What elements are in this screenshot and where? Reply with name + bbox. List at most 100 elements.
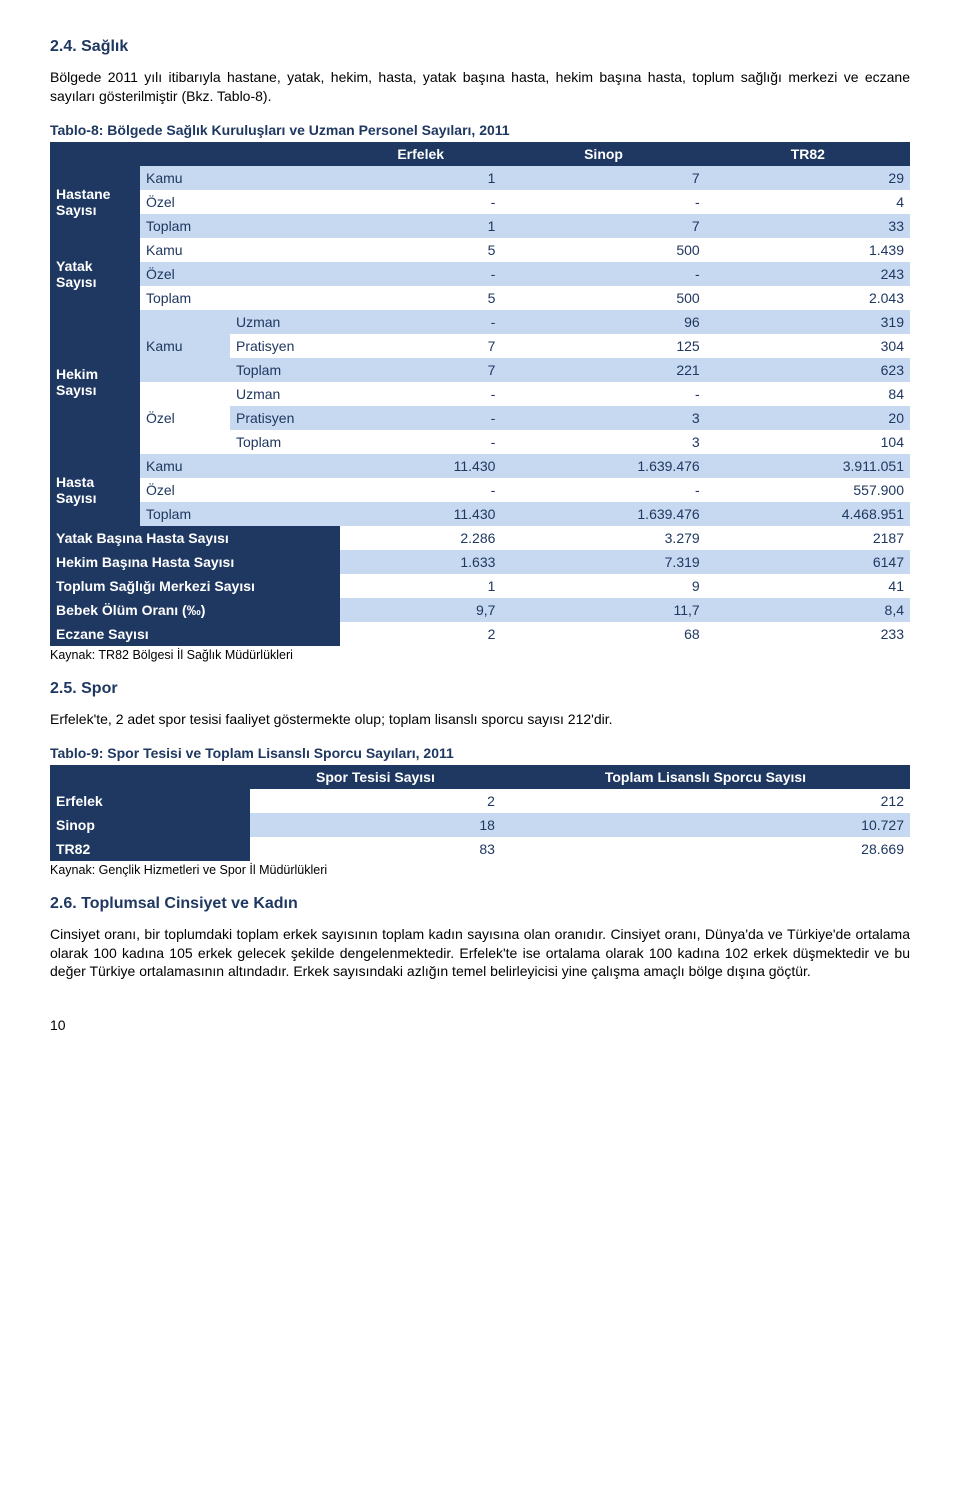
sub-label: Uzman [230,310,340,334]
cell: 319 [706,310,910,334]
cell: 2.043 [706,286,910,310]
row-label: Hekim Başına Hasta Sayısı [50,550,340,574]
sub-label: Toplam [140,502,340,526]
sec26-para: Cinsiyet oranı, bir toplumdaki toplam er… [50,925,910,982]
table-row: Hasta Sayısı Kamu 11.430 1.639.476 3.911… [50,454,910,478]
sec26-title: 2.6. Toplumsal Cinsiyet ve Kadın [50,895,910,913]
sub-label: Özel [140,478,340,502]
sub-label: Özel [140,382,230,454]
cell: 5 [340,238,501,262]
cell: - [501,190,705,214]
cell: 125 [501,334,705,358]
table-row: Hekim Başına Hasta Sayısı 1.633 7.319 61… [50,550,910,574]
sec24-para: Bölgede 2011 yılı itibarıyla hastane, ya… [50,68,910,106]
table-row: Sinop 18 10.727 [50,813,910,837]
cell: 29 [706,166,910,190]
cell: - [340,430,501,454]
table-row: Hekim Sayısı Kamu Uzman - 96 319 [50,310,910,334]
cell: 2 [340,622,501,646]
cell: 33 [706,214,910,238]
cell: 1.639.476 [501,454,705,478]
cell: 5 [340,286,501,310]
t9-source: Kaynak: Gençlik Hizmetleri ve Spor İl Mü… [50,863,910,877]
row-label: Erfelek [50,789,250,813]
cell: 3.911.051 [706,454,910,478]
cell: 41 [706,574,910,598]
cell: 11.430 [340,502,501,526]
col-header: Sinop [501,142,705,166]
table-row: Erfelek Sinop TR82 [50,142,910,166]
page-number: 10 [50,1017,910,1033]
cell: - [340,310,501,334]
side-label: Yatak Sayısı [50,238,140,310]
cell: - [501,382,705,406]
cell: - [340,478,501,502]
cell: 500 [501,238,705,262]
row-label: Bebek Ölüm Oranı (‰) [50,598,340,622]
side-label: Hekim Sayısı [50,310,140,454]
sub-label: Kamu [140,454,340,478]
cell: 104 [706,430,910,454]
cell: - [340,382,501,406]
cell: 500 [501,286,705,310]
cell: 1.439 [706,238,910,262]
table-row: Toplam 11.430 1.639.476 4.468.951 [50,502,910,526]
table-row: Yatak Başına Hasta Sayısı 2.286 3.279 21… [50,526,910,550]
table-9: Spor Tesisi Sayısı Toplam Lisanslı Sporc… [50,765,910,861]
cell: 3.279 [501,526,705,550]
cell: - [501,262,705,286]
table-row: Özel - - 4 [50,190,910,214]
side-label: Hastane Sayısı [50,166,140,238]
row-label: TR82 [50,837,250,861]
cell: 2187 [706,526,910,550]
table-row: Özel Uzman - - 84 [50,382,910,406]
cell: 243 [706,262,910,286]
row-label: Yatak Başına Hasta Sayısı [50,526,340,550]
sub-label: Kamu [140,310,230,382]
col-header: Spor Tesisi Sayısı [250,765,501,789]
cell: 83 [250,837,501,861]
cell: 304 [706,334,910,358]
col-header: TR82 [706,142,910,166]
sub-label: Pratisyen [230,334,340,358]
cell: 4.468.951 [706,502,910,526]
sub-label: Özel [140,190,340,214]
table-row: Erfelek 2 212 [50,789,910,813]
cell: - [340,262,501,286]
sec24-title: 2.4. Sağlık [50,38,910,56]
cell: - [340,406,501,430]
t8-source: Kaynak: TR82 Bölgesi İl Sağlık Müdürlükl… [50,648,910,662]
cell: 68 [501,622,705,646]
cell: 1.639.476 [501,502,705,526]
t9-title: Tablo-9: Spor Tesisi ve Toplam Lisanslı … [50,745,910,761]
side-label: Hasta Sayısı [50,454,140,526]
row-label: Toplum Sağlığı Merkezi Sayısı [50,574,340,598]
cell: 9,7 [340,598,501,622]
sub-label: Toplam [140,214,340,238]
row-label: Eczane Sayısı [50,622,340,646]
table-row: Eczane Sayısı 2 68 233 [50,622,910,646]
cell: 7.319 [501,550,705,574]
cell: 1.633 [340,550,501,574]
cell: 4 [706,190,910,214]
cell: - [501,478,705,502]
cell: 7 [501,214,705,238]
cell: 557.900 [706,478,910,502]
cell: 84 [706,382,910,406]
col-header: Erfelek [340,142,501,166]
table-row: Özel - - 243 [50,262,910,286]
cell: 20 [706,406,910,430]
cell: 3 [501,406,705,430]
sub-label: Toplam [230,358,340,382]
cell: 221 [501,358,705,382]
cell: - [340,190,501,214]
cell: 7 [340,358,501,382]
sec25-title: 2.5. Spor [50,680,910,698]
sub-label: Toplam [230,430,340,454]
cell: 6147 [706,550,910,574]
table-row: Spor Tesisi Sayısı Toplam Lisanslı Sporc… [50,765,910,789]
sec25-para: Erfelek'te, 2 adet spor tesisi faaliyet … [50,710,910,729]
cell: 8,4 [706,598,910,622]
cell: 623 [706,358,910,382]
table-8: Erfelek Sinop TR82 Hastane Sayısı Kamu 1… [50,142,910,646]
